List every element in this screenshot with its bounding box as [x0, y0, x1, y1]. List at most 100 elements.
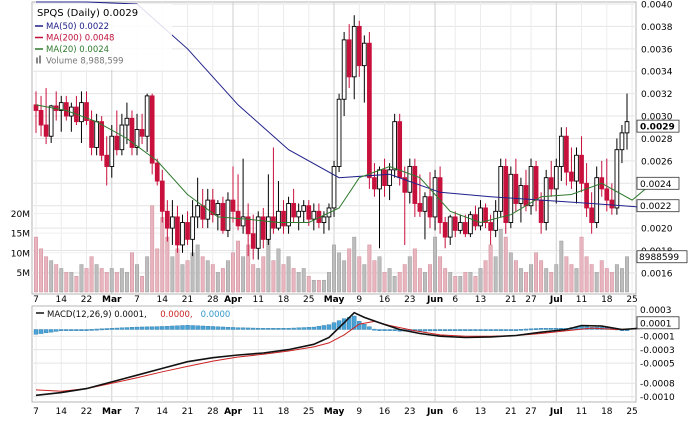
macd-legend-entry: 0.0000, [160, 310, 192, 320]
candle-body [215, 203, 221, 216]
x-tick-label: 14 [56, 295, 68, 305]
macd-histogram-bar [387, 329, 392, 331]
svg-text:Volume 8,988,599: Volume 8,988,599 [46, 57, 124, 67]
price-panel: 0.00160.00180.00200.00220.00240.00260.00… [11, 1, 688, 295]
macd-histogram-bar [488, 329, 493, 331]
volume-bar [104, 272, 109, 293]
volume-bar [433, 236, 438, 293]
macd-x-tick-label: 14 [157, 407, 169, 417]
macd-tick-label: -0.0001 [640, 333, 675, 343]
volume-bar [493, 256, 498, 293]
volume-bar [448, 272, 453, 293]
volume-bar [236, 240, 241, 293]
macd-x-tick-label: Jul [549, 407, 563, 417]
price-x-axis: 7 14 22 Mar 7 14 21 28 Apr 11 18 25 May 9 16 23 Jun 6 13 21… [33, 295, 638, 305]
macd-x-tick-label: May [324, 407, 345, 417]
volume-bar [402, 264, 407, 293]
candle-body [361, 42, 367, 67]
volume-tick-label: 20M [11, 210, 30, 220]
x-tick-label: 18 [278, 295, 290, 305]
candle-body [240, 216, 246, 227]
volume-bar [59, 268, 64, 293]
svg-text:0.0029: 0.0029 [640, 123, 675, 133]
candle-body [457, 222, 463, 231]
volume-tick-label: 10M [11, 249, 30, 259]
macd-x-axis: 7 14 22 Mar 7 14 21 28 Apr 11 18 25 May 9 16 23 Jun 6 13 21… [33, 407, 638, 417]
svg-text:MA(20) 0.0024: MA(20) 0.0024 [46, 45, 109, 55]
volume-bar [306, 276, 311, 293]
candle-body [170, 216, 175, 229]
candle-body [255, 216, 261, 249]
macd-histogram-bar [59, 329, 64, 331]
candle-body [114, 135, 120, 151]
volume-bar [412, 248, 417, 293]
volume-bar [569, 264, 574, 293]
legend-entry: MA(50) 0.0022 [35, 22, 109, 32]
volume-bar [397, 272, 402, 293]
macd-histogram-bar [99, 328, 104, 331]
macd-histogram-bar [311, 326, 317, 330]
macd-histogram-bar [134, 326, 140, 330]
volume-bar [44, 256, 49, 293]
candle-body [533, 166, 539, 201]
volume-bar [114, 272, 119, 293]
macd-histogram-bar [155, 326, 160, 330]
macd-tick-label: -0.0003 [640, 346, 675, 356]
volume-bar [79, 264, 84, 293]
candle-body [594, 177, 600, 223]
volume-bar [140, 276, 145, 293]
macd-x-tick-label: 13 [475, 407, 486, 417]
macd-histogram-bar [281, 328, 286, 330]
volume-bar [34, 236, 38, 293]
macd-histogram-bar [437, 329, 443, 331]
macd-histogram-bar [538, 328, 544, 330]
volume-bar [619, 268, 624, 293]
volume-bar [296, 272, 301, 293]
candle-body [321, 216, 327, 223]
macd-x-tick-label: Mar [102, 407, 122, 417]
candle-body [266, 216, 271, 240]
volume-bar [594, 272, 599, 293]
x-tick-label: 28 [207, 295, 219, 305]
volume-bar [155, 248, 160, 293]
macd-histogram-bar [432, 329, 438, 332]
macd-histogram-bar [508, 329, 514, 331]
volume-axis: 5M 10M 15M 20M [11, 210, 30, 279]
candle-body [553, 166, 559, 190]
volume-bar [372, 260, 377, 293]
macd-histogram-bar [458, 329, 463, 331]
candle-body [250, 233, 256, 249]
macd-histogram-bar [74, 329, 79, 331]
volume-bar [554, 264, 559, 293]
price-tick-label: 0.0020 [641, 225, 673, 235]
macd-gridlines [32, 306, 636, 402]
price-tick-label: 0.0028 [641, 135, 673, 145]
candle-body [38, 110, 44, 126]
volume-bar [200, 256, 205, 293]
volume-bar [170, 256, 175, 293]
volume-bar [604, 268, 609, 293]
macd-histogram-bar [64, 329, 69, 331]
volume-bar [483, 260, 488, 293]
svg-text:0.0022: 0.0022 [640, 202, 672, 212]
candle-body [478, 207, 483, 227]
volume-bar [478, 268, 483, 293]
candle-body [564, 135, 569, 173]
macd-histogram-bar [473, 329, 478, 331]
volume-bar [625, 256, 629, 293]
macd-histogram-bar [124, 327, 130, 330]
macd-histogram-bar [266, 328, 271, 330]
candle-body [225, 199, 231, 231]
candle-body [447, 216, 453, 238]
volume-bar [261, 256, 266, 293]
macd-histogram-bar [149, 326, 155, 330]
volume-bar [609, 272, 614, 293]
volume-bar [347, 248, 352, 293]
macd-histogram-bar [427, 329, 433, 332]
candle-body [346, 39, 352, 78]
svg-text:MA(50) 0.0022: MA(50) 0.0022 [46, 22, 109, 32]
macd-x-tick-label: 21 [505, 407, 516, 417]
x-tick-label: 11 [576, 295, 587, 305]
x-tick-label: 7 [33, 295, 39, 305]
candle-body [589, 207, 594, 223]
